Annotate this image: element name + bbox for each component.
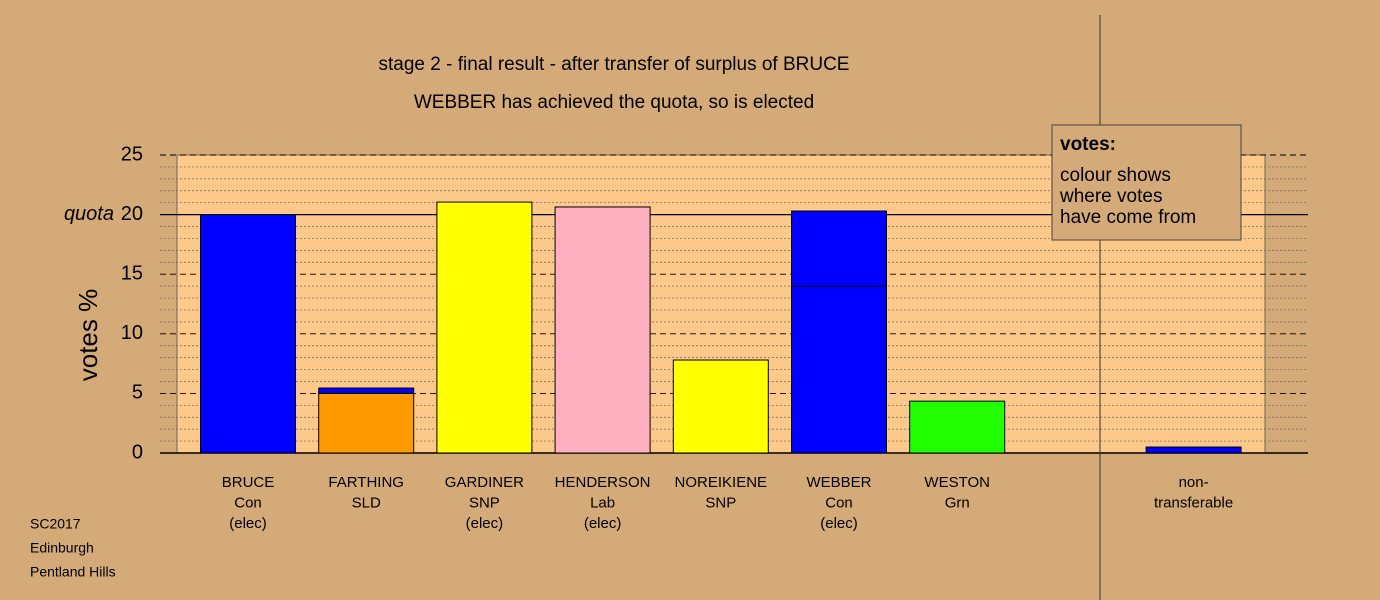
y-tick-label: 25 <box>121 143 143 165</box>
x-tick-label: BRUCE <box>222 474 275 491</box>
x-tick-label: Grn <box>945 494 970 511</box>
bars <box>200 201 1242 454</box>
footnote: Pentland Hills <box>30 564 116 580</box>
legend-text: where votes <box>1059 186 1162 207</box>
x-tick-label: Con <box>825 494 853 511</box>
y-tick-label: 0 <box>132 441 143 463</box>
bar-segment <box>672 359 769 454</box>
x-tick-label: HENDERSON <box>555 474 651 491</box>
chart-subtitle: WEBBER has achieved the quota, so is ele… <box>414 92 814 113</box>
bar-segment <box>909 400 1006 454</box>
y-tick-label: 10 <box>121 322 143 344</box>
x-tick-label: SNP <box>705 494 736 511</box>
bar-segment <box>554 206 651 454</box>
bar-segment <box>791 285 887 454</box>
y-axis-label: votes % <box>73 289 103 382</box>
legend: votes: colour shows where votes have com… <box>1051 124 1242 241</box>
x-tick-label: WESTON <box>924 474 990 491</box>
x-tick-label: SLD <box>352 494 381 511</box>
bar-segment <box>318 392 415 454</box>
legend-box <box>1051 124 1242 241</box>
x-tick-label: (elec) <box>584 515 622 532</box>
x-tick-label: (elec) <box>229 515 267 532</box>
x-tick-label: Con <box>234 494 262 511</box>
x-tick-label: non- <box>1179 474 1209 491</box>
x-tick-label: NOREIKIENE <box>675 474 768 491</box>
x-tick-label: (elec) <box>820 515 858 532</box>
y-tick-label: 15 <box>121 262 143 284</box>
x-tick-label: Lab <box>590 494 615 511</box>
legend-text: colour shows <box>1060 165 1171 186</box>
bar-segment <box>1145 446 1242 454</box>
bar-segment <box>436 201 533 454</box>
x-tick-label: GARDINER <box>445 474 524 491</box>
x-tick-label: (elec) <box>466 515 504 532</box>
bar-segment <box>318 387 415 394</box>
x-tick-label: FARTHING <box>328 474 404 491</box>
x-tick-label: WEBBER <box>806 474 871 491</box>
chart-title: stage 2 - final result - after transfer … <box>379 54 850 75</box>
footnote: Edinburgh <box>30 540 94 556</box>
x-tick-label: transferable <box>1154 494 1233 511</box>
legend-title: votes: <box>1060 134 1116 155</box>
bar-segment <box>791 210 887 287</box>
footnote: SC2017 <box>30 516 81 532</box>
x-tick-label: SNP <box>469 494 500 511</box>
bar-segment <box>200 214 296 454</box>
y-tick-label: 20 <box>121 203 143 225</box>
legend-text: have come from <box>1060 207 1196 228</box>
quota-label: quota <box>64 203 114 225</box>
y-tick-label: 5 <box>132 382 143 404</box>
